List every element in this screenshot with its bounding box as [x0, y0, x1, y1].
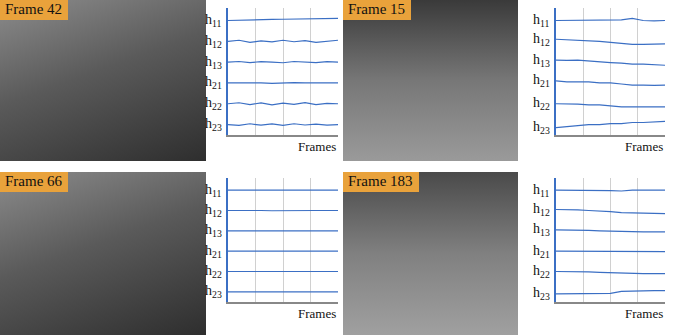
- html-text:Frame 42: Frame 42: [5, 1, 63, 17]
- svg-text:h​21​: h​21​: [205, 243, 222, 260]
- svg-text:h​13​: h​13​: [533, 221, 550, 238]
- svg-text:h​22​: h​22​: [205, 263, 222, 280]
- svg-text:h​11​: h​11​: [205, 182, 222, 199]
- svg-text:Frames: Frames: [625, 306, 663, 321]
- svg-text:h​13​: h​13​: [533, 52, 550, 69]
- svg-text:h​21​: h​21​: [533, 243, 550, 260]
- html-text:Frame 15: Frame 15: [348, 1, 406, 17]
- svg-text:Frames: Frames: [298, 306, 336, 321]
- svg-text:h​22​: h​22​: [533, 95, 550, 112]
- svg-text:h​23​: h​23​: [205, 116, 222, 133]
- svg-text:h​23​: h​23​: [533, 119, 550, 136]
- svg-text:Frames: Frames: [298, 139, 336, 154]
- svg-text:h​21​: h​21​: [533, 72, 550, 89]
- svg-text:h​23​: h​23​: [205, 283, 222, 300]
- svg-text:h​11​: h​11​: [205, 12, 222, 29]
- svg-text:h​22​: h​22​: [205, 95, 222, 112]
- svg-text:h​13​: h​13​: [205, 54, 222, 71]
- svg-text:h​12​: h​12​: [533, 31, 550, 48]
- svg-text:h​23​: h​23​: [533, 285, 550, 302]
- svg-text:h​12​: h​12​: [533, 201, 550, 218]
- svg-text:h​12​: h​12​: [205, 202, 222, 219]
- svg-text:h​22​: h​22​: [533, 263, 550, 280]
- html-text:Frame 66: Frame 66: [5, 173, 63, 189]
- svg-text:h​21​: h​21​: [205, 74, 222, 91]
- svg-text:h​13​: h​13​: [205, 222, 222, 239]
- svg-text:h​11​: h​11​: [533, 182, 550, 199]
- svg-text:Frames: Frames: [625, 139, 663, 154]
- svg-text:h​11​: h​11​: [533, 12, 550, 29]
- html-text:Frame 183: Frame 183: [348, 173, 413, 189]
- svg-text:h​12​: h​12​: [205, 33, 222, 50]
